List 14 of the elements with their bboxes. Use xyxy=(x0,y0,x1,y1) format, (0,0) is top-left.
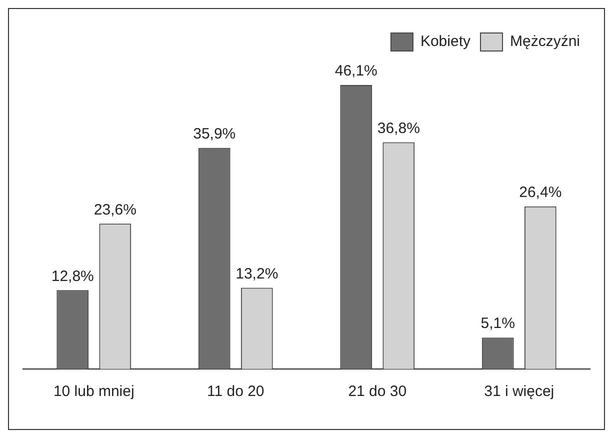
data-label: 46,1% xyxy=(334,62,378,80)
legend-label: Mężczyźni xyxy=(510,33,580,50)
data-label: 12,8% xyxy=(51,268,94,285)
data-label: 35,9% xyxy=(193,125,236,142)
x-tick-label: 21 do 30 xyxy=(348,383,407,400)
data-label: 13,2% xyxy=(236,265,278,282)
data-label: 36,8% xyxy=(377,120,420,137)
data-label: 23,6% xyxy=(94,201,136,218)
legend-label: Kobiety xyxy=(420,33,471,50)
x-tick-label: 11 do 20 xyxy=(206,383,264,400)
x-tick-label: 31 i więcej xyxy=(484,383,554,400)
data-label: 5,1% xyxy=(480,315,515,332)
x-tick-label: 10 lub mniej xyxy=(53,383,134,400)
data-label: 26,4% xyxy=(519,184,562,202)
